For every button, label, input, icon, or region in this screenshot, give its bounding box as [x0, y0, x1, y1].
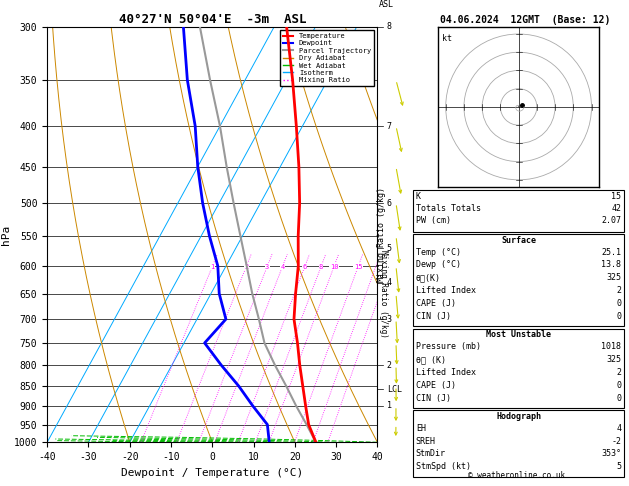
Text: StmDir: StmDir: [416, 450, 446, 458]
Text: θᴄ(K): θᴄ(K): [416, 273, 441, 282]
Text: 8: 8: [387, 22, 392, 31]
Text: 2: 2: [616, 368, 621, 377]
Text: 13.8: 13.8: [601, 260, 621, 269]
Text: © weatheronline.co.uk: © weatheronline.co.uk: [469, 471, 565, 480]
Text: Lifted Index: Lifted Index: [416, 286, 476, 295]
Text: 0: 0: [616, 312, 621, 321]
Text: 3: 3: [265, 264, 269, 270]
Text: 325: 325: [606, 355, 621, 364]
Text: 15: 15: [354, 264, 362, 270]
Text: 8: 8: [319, 264, 323, 270]
Text: Hodograph: Hodograph: [496, 412, 541, 421]
Text: SREH: SREH: [416, 436, 436, 446]
Text: 2.07: 2.07: [601, 216, 621, 226]
Text: Totals Totals: Totals Totals: [416, 204, 481, 213]
Text: EH: EH: [416, 424, 426, 433]
Text: CIN (J): CIN (J): [416, 394, 451, 402]
Text: Temp (°C): Temp (°C): [416, 247, 461, 257]
Text: Surface: Surface: [501, 236, 536, 245]
Text: 15: 15: [611, 192, 621, 201]
Text: 4: 4: [616, 424, 621, 433]
Text: θᴄ (K): θᴄ (K): [416, 355, 446, 364]
Text: 2: 2: [616, 286, 621, 295]
Text: 4: 4: [387, 278, 392, 287]
Text: Mixing Ratio (g/kg): Mixing Ratio (g/kg): [377, 187, 386, 282]
Text: 7: 7: [387, 122, 392, 131]
Text: kt: kt: [442, 34, 452, 43]
Text: PW (cm): PW (cm): [416, 216, 451, 226]
Y-axis label: hPa: hPa: [1, 225, 11, 244]
Text: CAPE (J): CAPE (J): [416, 299, 456, 308]
Text: 0: 0: [616, 394, 621, 402]
Text: 25.1: 25.1: [601, 247, 621, 257]
Text: 1: 1: [210, 264, 214, 270]
Text: Dewp (°C): Dewp (°C): [416, 260, 461, 269]
X-axis label: Dewpoint / Temperature (°C): Dewpoint / Temperature (°C): [121, 468, 303, 478]
Legend: Temperature, Dewpoint, Parcel Trajectory, Dry Adiabat, Wet Adiabat, Isotherm, Mi: Temperature, Dewpoint, Parcel Trajectory…: [280, 30, 374, 86]
Text: K: K: [416, 192, 421, 201]
Text: Lifted Index: Lifted Index: [416, 368, 476, 377]
Text: StmSpd (kt): StmSpd (kt): [416, 462, 470, 471]
Text: 0: 0: [616, 381, 621, 390]
Text: CAPE (J): CAPE (J): [416, 381, 456, 390]
Text: 3: 3: [387, 314, 392, 324]
Title: 40°27'N 50°04'E  -3m  ASL: 40°27'N 50°04'E -3m ASL: [118, 13, 306, 26]
Text: 1: 1: [387, 401, 392, 410]
Text: 325: 325: [606, 273, 621, 282]
Text: 04.06.2024  12GMT  (Base: 12): 04.06.2024 12GMT (Base: 12): [440, 15, 610, 25]
Text: 6: 6: [387, 199, 392, 208]
Text: 0: 0: [616, 299, 621, 308]
Text: Most Unstable: Most Unstable: [486, 330, 551, 339]
Text: 1018: 1018: [601, 342, 621, 351]
Text: LCL: LCL: [387, 385, 402, 394]
Text: km
ASL: km ASL: [379, 0, 394, 9]
Text: 4: 4: [281, 264, 284, 270]
Text: 10: 10: [330, 264, 338, 270]
Text: 353°: 353°: [601, 450, 621, 458]
Text: -2: -2: [611, 436, 621, 446]
Text: Pressure (mb): Pressure (mb): [416, 342, 481, 351]
Text: 5: 5: [387, 244, 392, 253]
Text: Mixing Ratio (g/kg): Mixing Ratio (g/kg): [379, 250, 388, 337]
Text: 42: 42: [611, 204, 621, 213]
Text: CIN (J): CIN (J): [416, 312, 451, 321]
Text: 2: 2: [244, 264, 248, 270]
Text: 6: 6: [303, 264, 307, 270]
Text: 5: 5: [616, 462, 621, 471]
Text: 2: 2: [387, 361, 392, 370]
